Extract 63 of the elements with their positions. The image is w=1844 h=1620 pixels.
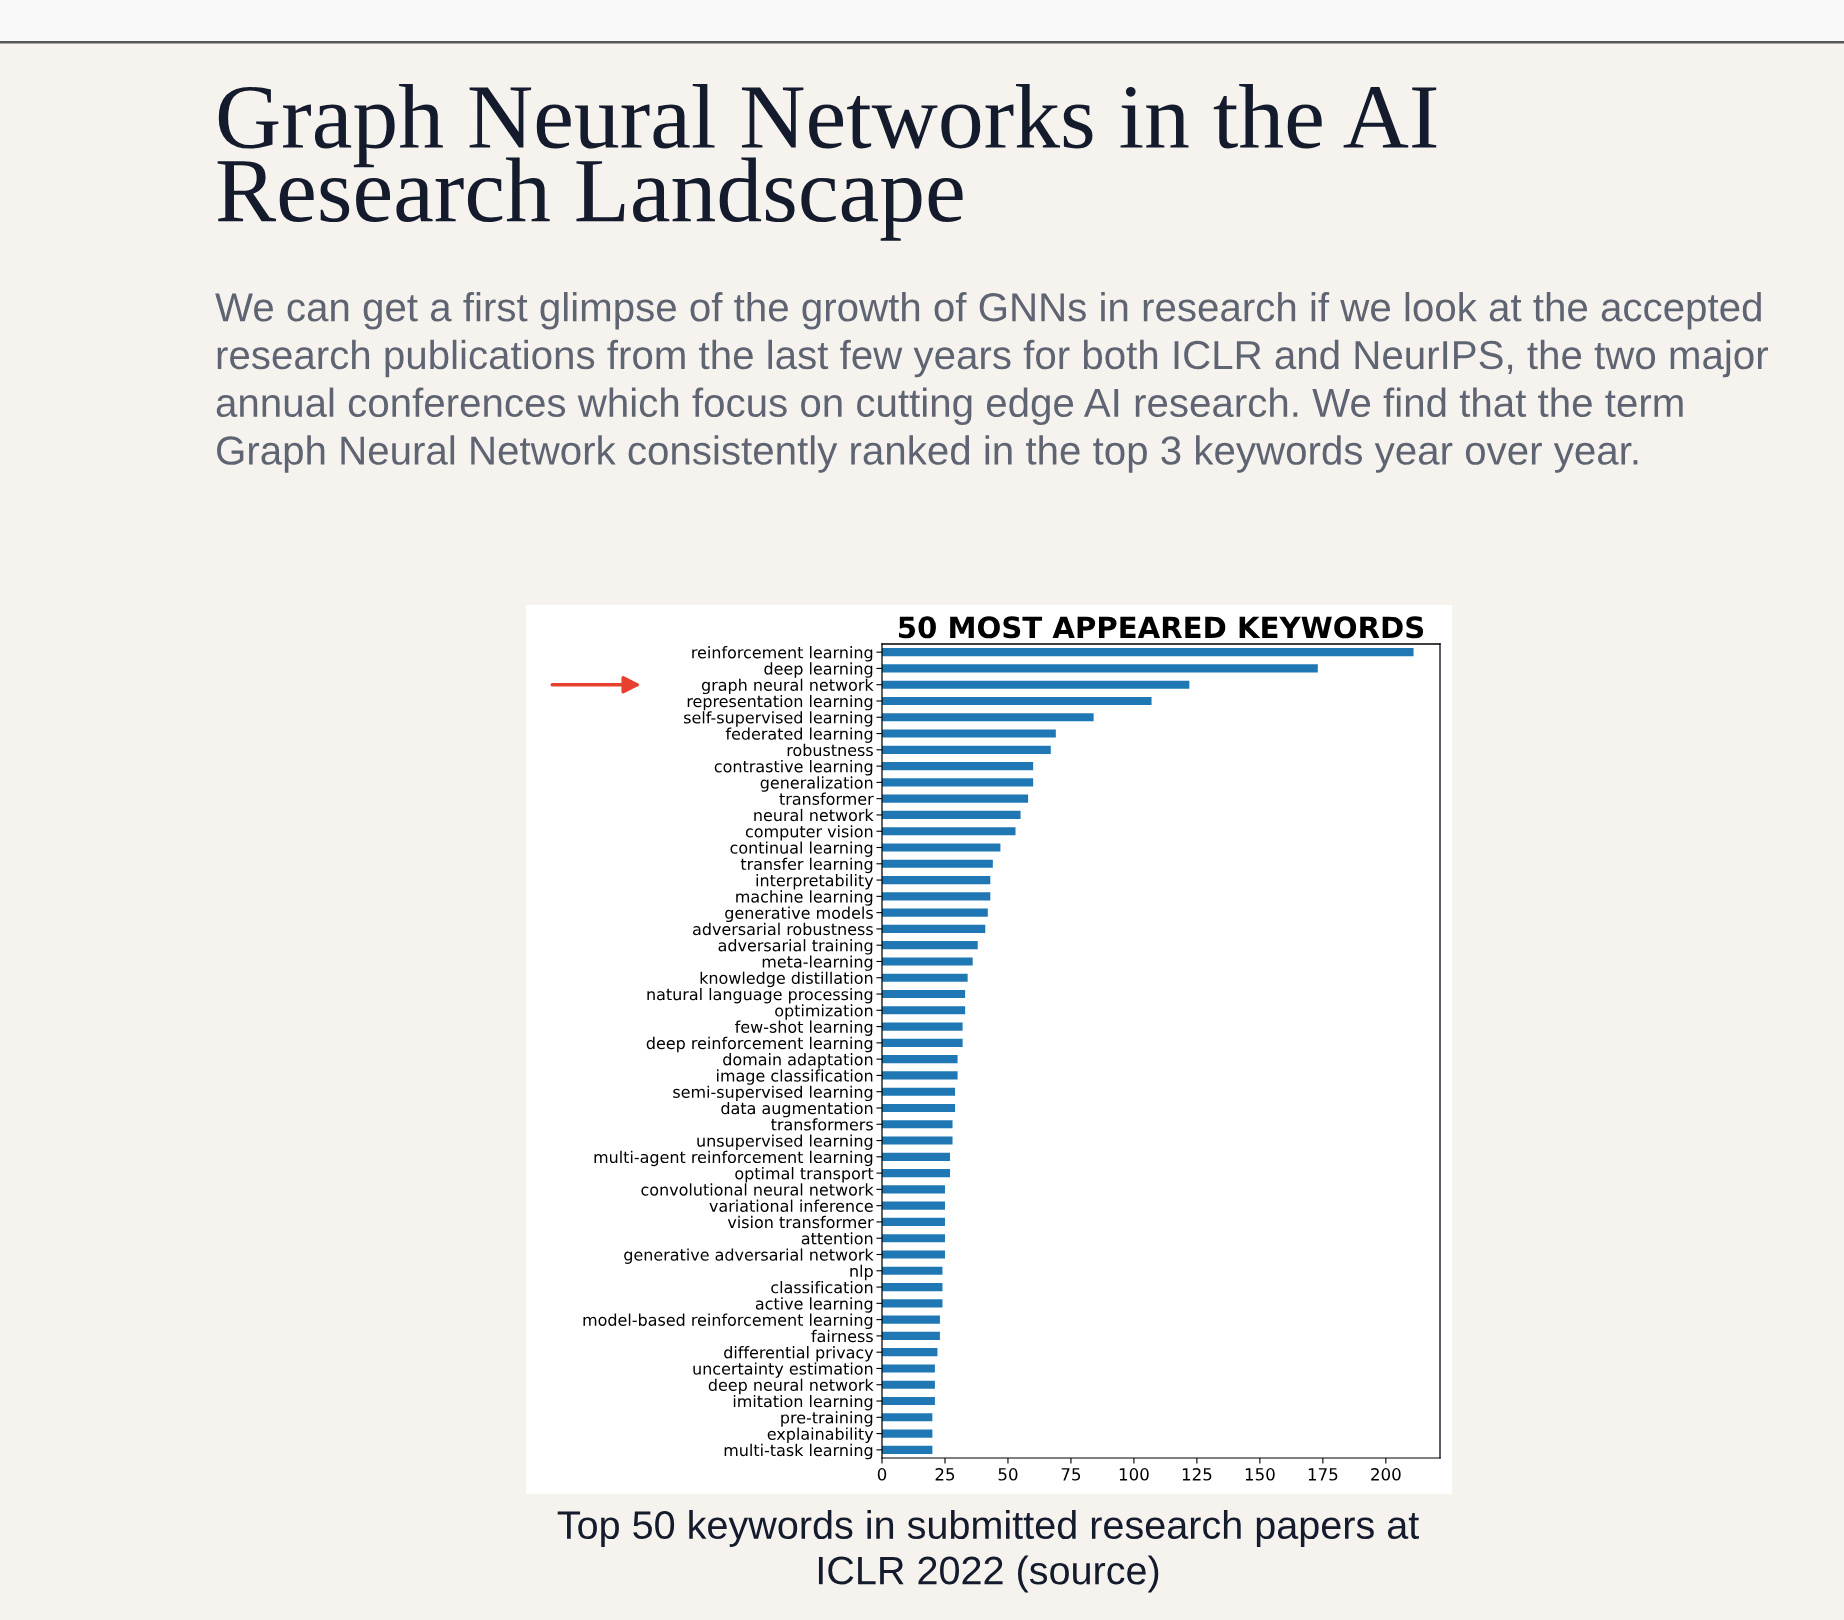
y-tick-label: representation learning	[687, 694, 873, 711]
y-tick-label: domain adaptation	[723, 1053, 873, 1069]
y-tick-label: model-based reinforcement learning	[583, 1313, 873, 1330]
chart-title: 50 MOST APPEARED KEYWORDS	[899, 616, 1424, 639]
y-tick-label: transformer	[779, 792, 874, 805]
y-tick-label: attention	[801, 1232, 873, 1245]
y-tick-label: optimization	[775, 1004, 873, 1020]
y-tick-label: knowledge distillation	[700, 971, 873, 988]
y-tick-label: imitation learning	[733, 1394, 873, 1411]
y-tick-label: deep neural network	[708, 1378, 874, 1395]
y-tick-label: generative models	[725, 906, 873, 923]
y-tick-label: reinforcement learning	[692, 646, 873, 662]
y-tick-label: self-supervised learning	[684, 711, 873, 727]
y-tick-label: deep learning	[764, 662, 873, 678]
y-tick-label: interpretability	[756, 873, 874, 890]
y-tick-label: active learning	[755, 1297, 873, 1313]
y-tick-label: deep reinforcement learning	[646, 1036, 873, 1053]
y-tick-label: continual learning	[730, 841, 873, 857]
text: Top 50 keywords in submitted research papers at ICLR 2022 (source)	[557, 1510, 1419, 1593]
y-tick-label: pre-training	[781, 1411, 873, 1427]
x-tick-label: 150	[1245, 1468, 1275, 1481]
y-tick-label: machine learning	[736, 890, 873, 906]
y-tick-label: optimal transport	[735, 1167, 874, 1183]
y-tick-label: generalization	[760, 776, 873, 792]
x-tick-label: 50	[998, 1468, 1018, 1481]
text: We can get a first glimpse of the growth of GNNs in research if we look at the accepted research publications from the last few years for both ICLR and NeurIPS, the two major annual conferences which focus on cutting edge AI research. We find that the term Graph Neural Network consistently ranked in the top 3 keywords year over year.	[215, 292, 1768, 473]
y-tick-label: classification	[771, 1280, 873, 1294]
y-tick-label: federated learning	[725, 727, 873, 743]
y-tick-label: computer vision	[745, 825, 873, 841]
y-tick-label: multi-agent reinforcement learning	[594, 1150, 873, 1167]
y-tick-label: nlp	[850, 1264, 873, 1281]
x-tick-label: 100	[1119, 1468, 1149, 1481]
x-tick-label: 125	[1182, 1468, 1212, 1481]
y-tick-label: differential privacy	[724, 1346, 874, 1362]
y-tick-label: image classification	[717, 1069, 873, 1085]
y-tick-label: adversarial training	[718, 939, 873, 955]
y-tick-label: natural language processing	[647, 987, 873, 1004]
x-tick-label: 25	[935, 1468, 955, 1481]
y-tick-label: robustness	[787, 743, 873, 757]
y-tick-label: vision transformer	[727, 1215, 874, 1229]
x-tick-label: 75	[1061, 1468, 1081, 1481]
y-tick-label: fairness	[811, 1329, 873, 1343]
x-tick-label: 200	[1371, 1468, 1401, 1481]
y-tick-label: contrastive learning	[714, 760, 873, 776]
y-tick-label: convolutional neural network	[641, 1183, 874, 1196]
y-tick-label: neural network	[754, 808, 874, 822]
y-tick-label: multi-task learning	[724, 1443, 873, 1460]
x-tick-label: 0	[877, 1468, 887, 1481]
text: Graph Neural Networks in the AI Research Landscape	[217, 84, 1437, 241]
y-tick-label: uncertainty estimation	[693, 1362, 873, 1378]
y-tick-label: meta-learning	[762, 955, 873, 971]
x-tick-label: 175	[1308, 1468, 1338, 1481]
y-tick-label: adversarial robustness	[693, 922, 873, 936]
y-tick-label: unsupervised learning	[697, 1134, 873, 1150]
y-tick-label: few-shot learning	[735, 1020, 873, 1036]
y-tick-label: explainability	[767, 1427, 874, 1443]
y-tick-label: generative adversarial network	[624, 1248, 874, 1264]
y-tick-label: semi-supervised learning	[673, 1085, 873, 1102]
y-tick-label: transformers	[771, 1118, 873, 1131]
y-tick-label: graph neural network	[701, 678, 874, 695]
y-tick-label: data augmentation	[721, 1101, 873, 1118]
y-tick-label: variational inference	[709, 1199, 873, 1212]
y-tick-label: transfer learning	[740, 857, 873, 874]
